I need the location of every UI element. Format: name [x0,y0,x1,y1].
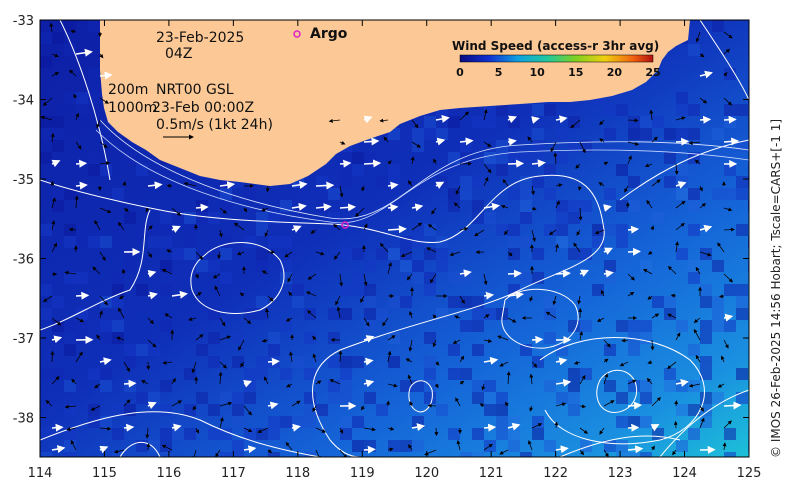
y-tick-label: -35 [13,173,34,188]
x-tick-label: 121 [479,466,504,481]
annot-hour: 04Z [165,46,192,62]
annot-depth-1000: 1000m [108,100,157,116]
annot-depth-200: 200m [108,82,148,98]
x-tick-label: 116 [156,466,181,481]
legend-tick-label: 10 [530,66,546,79]
x-tick-label: 122 [543,466,568,481]
legend-title: Wind Speed (access-r 3hr avg) [452,39,659,53]
x-tick-label: 118 [285,466,310,481]
y-axis-ticks: -33 -34 -35 -36 -37 -38 [13,14,749,427]
legend-tick-label: 0 [456,66,464,79]
legend-colorbar [459,54,654,63]
x-tick-label: 124 [672,466,697,481]
y-tick-label: -36 [13,253,34,268]
current-arrows [40,22,742,457]
argo-label: Argo [310,26,348,42]
x-tick-label: 115 [92,466,117,481]
y-tick-label: -34 [13,94,34,109]
x-tick-label: 125 [737,466,762,481]
argo-float-marker[interactable] [341,221,349,229]
legend-tick-label: 5 [495,66,503,79]
plot-frame [39,19,750,458]
x-tick-label: 119 [350,466,375,481]
annot-date: 23-Feb-2025 [156,30,244,46]
annot-datetime: 23-Feb 00:00Z [152,100,254,116]
annot-scale-label: 0.5m/s (1kt 24h) [156,117,273,133]
x-tick-label: 114 [28,466,53,481]
y-tick-label: -33 [13,14,34,29]
legend-tick-label: 15 [568,66,583,79]
annot-product: NRT00 GSL [156,82,234,98]
legend-tick-label: 25 [645,66,660,79]
credit-text: © IMOS 26-Feb-2025 14:56 Hobart; Tscale=… [769,119,783,458]
contour-lines [40,20,749,457]
x-axis-ticks: 114 115 116 117 118 119 120 121 122 123 124 125 [28,20,762,481]
legend-tick-label: 20 [607,66,623,79]
x-tick-label: 117 [221,466,246,481]
y-tick-label: -37 [13,332,34,347]
legend-ticks: 0 5 10 15 20 25 [456,66,660,79]
x-tick-label: 120 [414,466,439,481]
y-tick-label: -38 [13,412,34,427]
argo-legend-marker [293,30,301,38]
x-tick-label: 123 [608,466,633,481]
